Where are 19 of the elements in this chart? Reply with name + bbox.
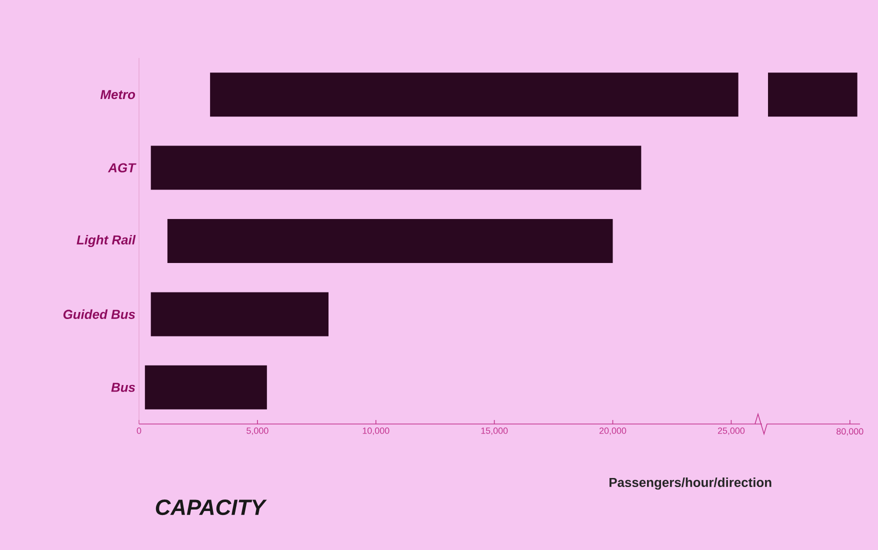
x-tick-label: 15,000 — [481, 428, 508, 435]
x-axis-title: Passengers/hour/direction — [610, 478, 772, 490]
x-tick-label: 5,000 — [246, 428, 268, 435]
x-tick-label: 0 — [136, 428, 142, 434]
y-tick-label: Guided Bus — [63, 309, 136, 319]
x-tick-label: 25,000 — [718, 428, 745, 435]
y-tick-label: AGT — [108, 163, 136, 172]
text: CAPACITY — [156, 500, 267, 516]
y-tick-label: Metro — [100, 90, 136, 100]
bar — [144, 365, 267, 410]
y-tick-label: Light Rail — [76, 234, 136, 248]
x-tick-label: 10,000 — [362, 428, 390, 435]
bar — [167, 218, 613, 263]
text: 80,000 — [836, 428, 864, 436]
bar — [150, 292, 329, 336]
bar — [150, 146, 642, 190]
x-tick-label: 20,000 — [600, 428, 626, 435]
y-tick-label: Bus — [111, 382, 136, 392]
bar — [210, 72, 738, 117]
